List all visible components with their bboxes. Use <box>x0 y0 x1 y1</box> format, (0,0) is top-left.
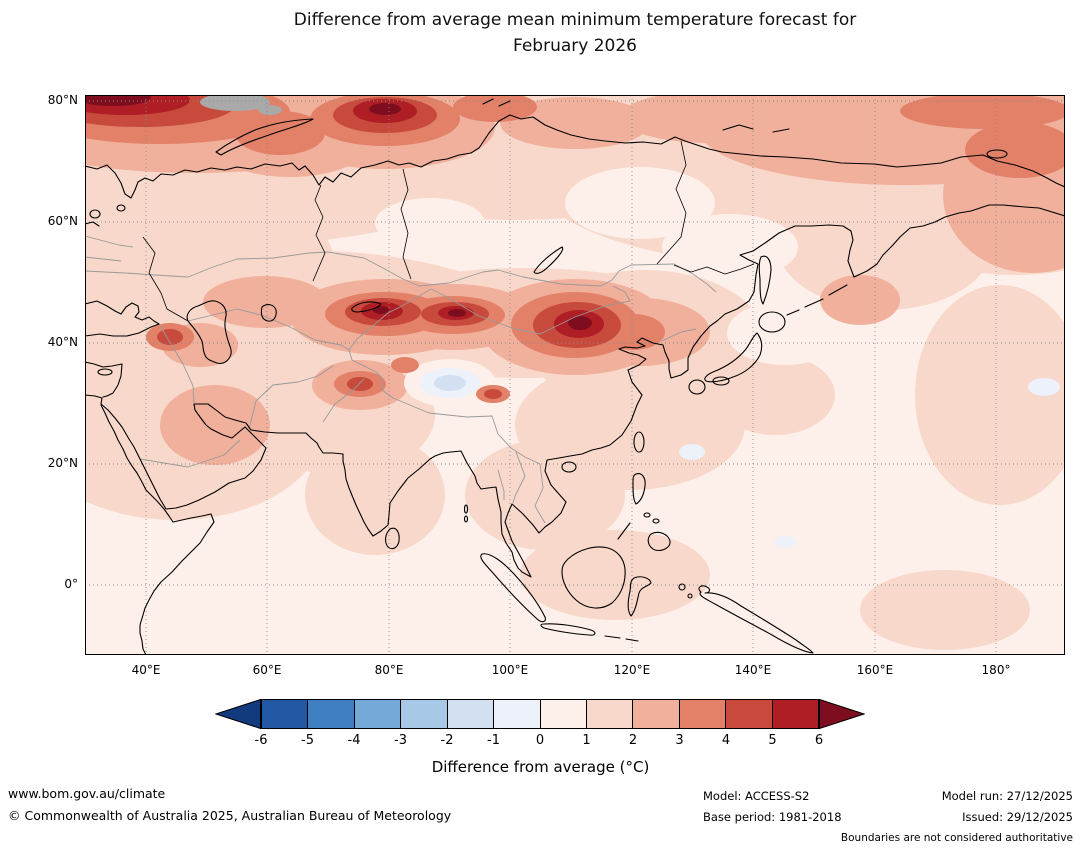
coastlines <box>85 98 1065 655</box>
colorbar-arrow-right-shape <box>819 699 865 729</box>
colorbar-arrow-right <box>819 699 865 729</box>
colorbar-tick-label: 0 <box>535 733 545 748</box>
country-borders <box>85 235 717 524</box>
cool-anomaly-spots <box>404 359 1060 548</box>
lat-tick-0: 0° <box>64 577 78 591</box>
colorbar-cell <box>493 700 540 728</box>
colorbar-cell <box>307 700 354 728</box>
colorbar-cell <box>262 700 308 728</box>
footer-url: www.bom.gov.au/climate <box>8 786 166 801</box>
nodata-patch <box>200 95 282 115</box>
colorbar-ticks: -6 -5 -4 -3 -2 -1 0 1 2 3 4 5 6 <box>215 729 865 753</box>
colorbar-tick-label: 5 <box>768 733 777 748</box>
colorbar-tick-label: -1 <box>487 733 500 748</box>
colorbar-cell <box>353 700 401 728</box>
footer-base-period: Base period: 1981-2018 <box>703 810 842 824</box>
colorbar-tick-label: 2 <box>628 733 638 748</box>
lon-tick-40e: 40°E <box>131 663 161 677</box>
lat-tick-60n: 60°N <box>47 214 78 228</box>
map-canvas <box>85 95 1065 655</box>
colorbar-tick-label: 6 <box>814 733 824 748</box>
footer-model: Model: ACCESS-S2 <box>703 789 810 803</box>
colorbar-tick-label: -2 <box>440 733 454 748</box>
lat-tick-40n: 40°N <box>47 335 78 349</box>
colorbar-arrow-left <box>215 699 261 729</box>
footer-boundaries-note: Boundaries are not considered authoritat… <box>840 832 1073 844</box>
colorbar-tick-label: -5 <box>301 733 314 748</box>
colorbar-cells <box>261 699 819 729</box>
colorbar-cell <box>678 700 726 728</box>
colorbar-label: Difference from average (°C) <box>431 758 650 776</box>
colorbar-tick-label: -6 <box>254 733 268 748</box>
map-border <box>85 95 1065 655</box>
colorbar-tick-label: 1 <box>582 733 591 748</box>
lon-tick-140e: 140°E <box>734 663 772 677</box>
colorbar-cell <box>539 700 586 728</box>
lon-tick-160e: 160°E <box>856 663 894 677</box>
colorbar-cell <box>632 700 679 728</box>
anomaly-level-plus6 <box>85 95 592 330</box>
footer-issued: Issued: 29/12/2025 <box>962 810 1073 824</box>
title-line-2: February 2026 <box>513 35 637 56</box>
title-line-1: Difference from average mean minimum tem… <box>293 10 857 30</box>
anomaly-level-plus3 <box>85 95 1065 403</box>
map-frame <box>85 95 1065 655</box>
lon-tick-100e: 100°E <box>491 663 529 677</box>
colorbar-cell <box>725 700 772 728</box>
gridlines <box>85 95 1065 655</box>
colorbar-tick-label: -3 <box>394 733 407 748</box>
lon-tick-60e: 60°E <box>252 663 282 677</box>
colorbar-tick-label: 3 <box>675 733 684 748</box>
colorbar-tick-label: -4 <box>347 733 361 748</box>
rivers <box>142 140 755 322</box>
page-title: Difference from average mean minimum tem… <box>85 8 1065 59</box>
lat-tick-80n: 80°N <box>47 93 78 107</box>
lat-tick-20n: 20°N <box>47 456 78 470</box>
colorbar-cell <box>446 700 494 728</box>
lon-tick-120e: 120°E <box>613 663 651 677</box>
anomaly-level-0-patches <box>375 167 843 365</box>
footer-model-run: Model run: 27/12/2025 <box>941 789 1073 803</box>
lon-tick-80e: 80°E <box>374 663 404 677</box>
footer-copyright: © Commonwealth of Australia 2025, Austra… <box>8 808 452 823</box>
colorbar-arrow-left-shape <box>215 699 261 729</box>
colorbar-cell <box>585 700 633 728</box>
colorbar-cell <box>400 700 447 728</box>
colorbar: -6 -5 -4 -3 -2 -1 0 1 2 3 4 5 6 <box>215 699 865 755</box>
colorbar-cell <box>771 700 819 728</box>
lon-tick-180: 180° <box>981 663 1011 677</box>
colorbar-tick-label: 4 <box>721 733 731 748</box>
